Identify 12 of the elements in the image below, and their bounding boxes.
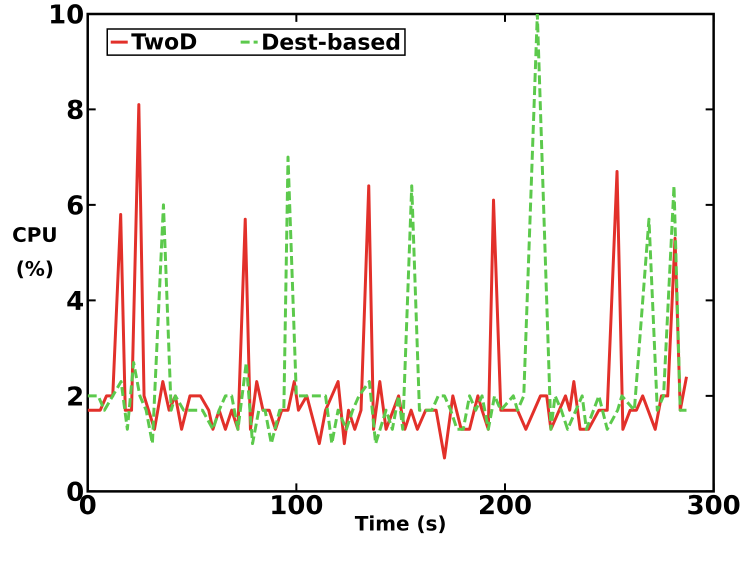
y-tick-label: 6	[68, 195, 83, 215]
x-tick-label: 200	[480, 494, 531, 514]
x-tick-label: 100	[272, 494, 322, 514]
x-tick-label: 300	[688, 494, 740, 514]
legend-label: Dest-based	[263, 32, 400, 50]
y-tick-label: 10	[51, 4, 83, 24]
y-tick-label: 2	[68, 386, 82, 406]
legend-label: TwoD	[131, 33, 196, 50]
y-axis-title: CPU (%)	[13, 226, 56, 278]
y-tick-label: 4	[67, 290, 84, 310]
x-axis-title: Time (s)	[354, 515, 445, 534]
y-tick-label: 8	[68, 100, 83, 120]
